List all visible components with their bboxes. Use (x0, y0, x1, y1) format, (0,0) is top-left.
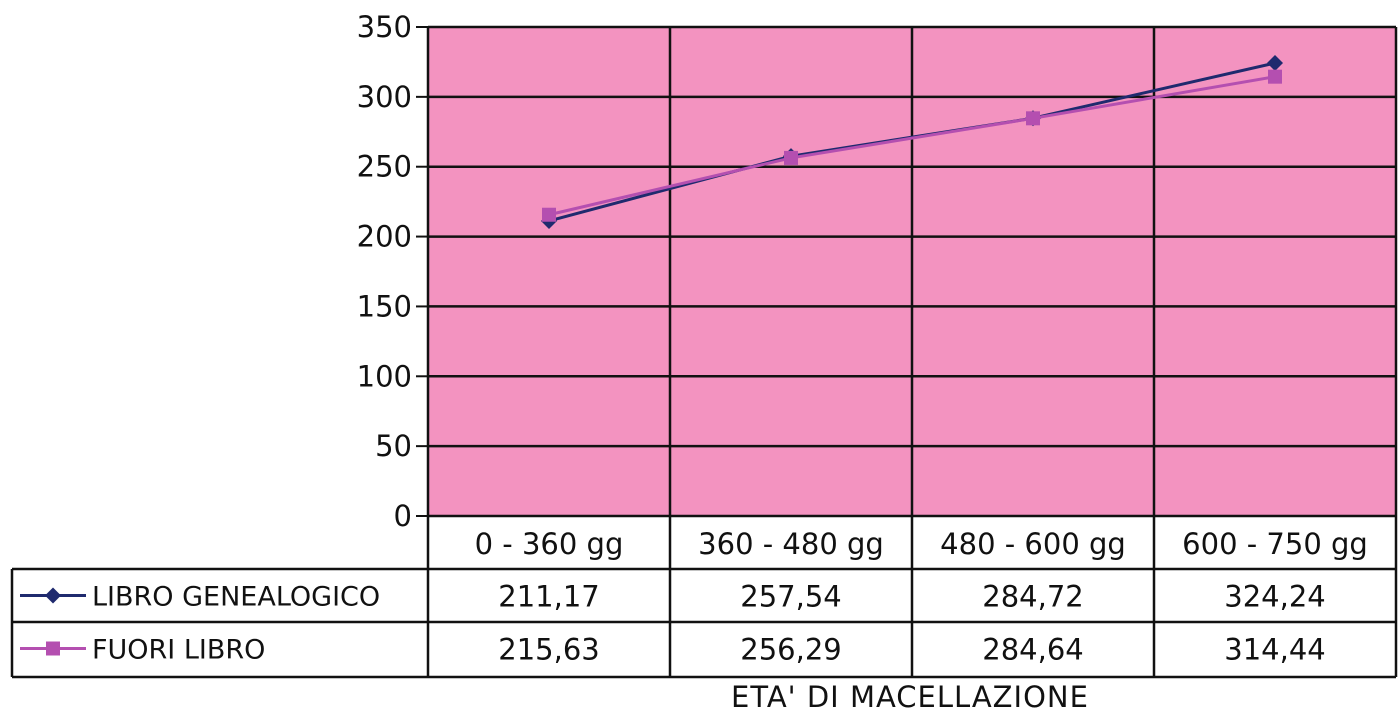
data-table-cell: 257,54 (740, 580, 841, 614)
y-tick-label: 200 (357, 220, 412, 254)
legend-entry: FUORI LIBRO (92, 635, 265, 666)
y-tick-label: 350 (357, 10, 412, 44)
category-label: 480 - 600 gg (940, 527, 1126, 561)
y-tick-label: 0 (394, 499, 412, 533)
y-tick-label: 300 (357, 80, 412, 114)
category-label: 360 - 480 gg (698, 527, 884, 561)
data-point (1268, 69, 1282, 84)
y-axis (416, 26, 430, 677)
series-lines (541, 54, 1283, 229)
y-tick-label: 50 (375, 429, 412, 463)
data-point (542, 207, 556, 222)
category-label: 600 - 750 gg (1182, 527, 1368, 561)
category-label: 0 - 360 gg (475, 527, 624, 561)
data-table-cell: 314,44 (1224, 633, 1325, 667)
legend-key-marker (46, 641, 60, 656)
data-table-cell: 284,72 (982, 580, 1083, 614)
data-table-cell: 324,24 (1224, 580, 1325, 614)
data-table-grid (10, 567, 1396, 679)
y-tick-label: 250 (357, 150, 412, 184)
data-table-cell: 284,64 (982, 633, 1083, 667)
y-tick-label: 100 (357, 359, 412, 393)
data-point (1267, 54, 1283, 71)
legend-entry: LIBRO GENEALOGICO (92, 582, 380, 613)
series-line (548, 75, 1276, 217)
data-table-cell: 211,17 (498, 580, 599, 614)
data-point (784, 150, 798, 165)
legend-key-marker (45, 587, 61, 604)
chart-text: 0 50 100 150 200 250 300 350 0 - 360 gg 360 - 480… (20, 10, 1368, 667)
data-table-cell: 256,29 (740, 633, 841, 667)
data-point (1026, 111, 1040, 126)
y-tick-label: 150 (357, 289, 412, 323)
data-table-cell: 215,63 (498, 633, 599, 667)
x-axis-title: ETA' DI MACELLAZIONE (731, 680, 1089, 714)
